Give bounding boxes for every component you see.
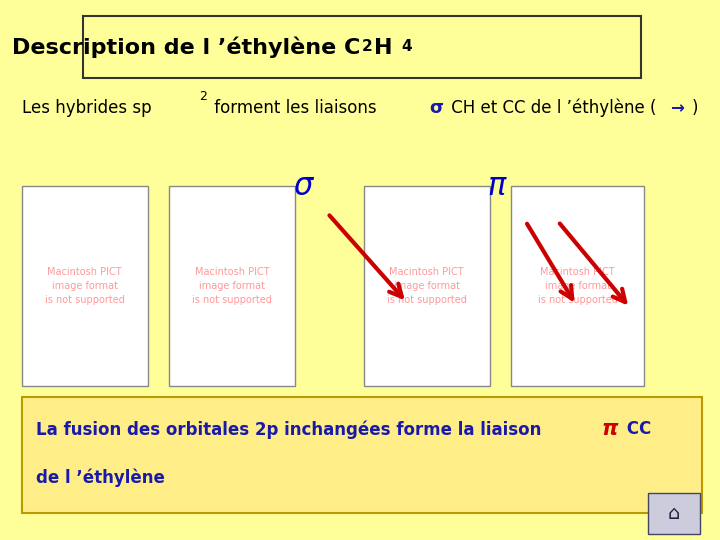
Bar	[83, 16, 641, 78]
Bar	[364, 186, 490, 386]
Text: de l ’éthylène: de l ’éthylène	[36, 469, 165, 487]
Text: Macintosh PICT
image format
is not supported: Macintosh PICT image format is not suppo…	[45, 267, 125, 305]
Text: Description de l ’éthylène C: Description de l ’éthylène C	[12, 37, 360, 58]
Bar	[169, 186, 295, 386]
Text: Macintosh PICT
image format
is not supported: Macintosh PICT image format is not suppo…	[387, 267, 467, 305]
Text: 2: 2	[199, 90, 207, 103]
Text: La fusion des orbitales 2p inchangées forme la liaison: La fusion des orbitales 2p inchangées fo…	[36, 420, 547, 438]
Text: Les hybrides sp: Les hybrides sp	[22, 99, 151, 117]
Text: 2: 2	[362, 39, 373, 54]
Text: H: H	[374, 37, 393, 58]
Text: 4: 4	[402, 39, 413, 54]
Text: Macintosh PICT
image format
is not supported: Macintosh PICT image format is not suppo…	[192, 267, 272, 305]
Text: forment les liaisons: forment les liaisons	[209, 99, 382, 117]
Bar	[22, 186, 148, 386]
Bar	[648, 493, 700, 534]
Text: CH et CC de l ’éthylène (: CH et CC de l ’éthylène (	[446, 99, 657, 117]
Text: →: →	[670, 99, 683, 117]
Bar	[511, 186, 644, 386]
Text: σ: σ	[293, 172, 312, 201]
Text: σ: σ	[429, 99, 443, 117]
Text: ⌂: ⌂	[667, 504, 680, 523]
Text: Macintosh PICT
image format
is not supported: Macintosh PICT image format is not suppo…	[538, 267, 618, 305]
Text: π: π	[487, 172, 506, 201]
Bar	[22, 397, 702, 513]
Text: π: π	[601, 419, 618, 440]
Text: CC: CC	[621, 420, 652, 438]
Text: ): )	[691, 99, 698, 117]
